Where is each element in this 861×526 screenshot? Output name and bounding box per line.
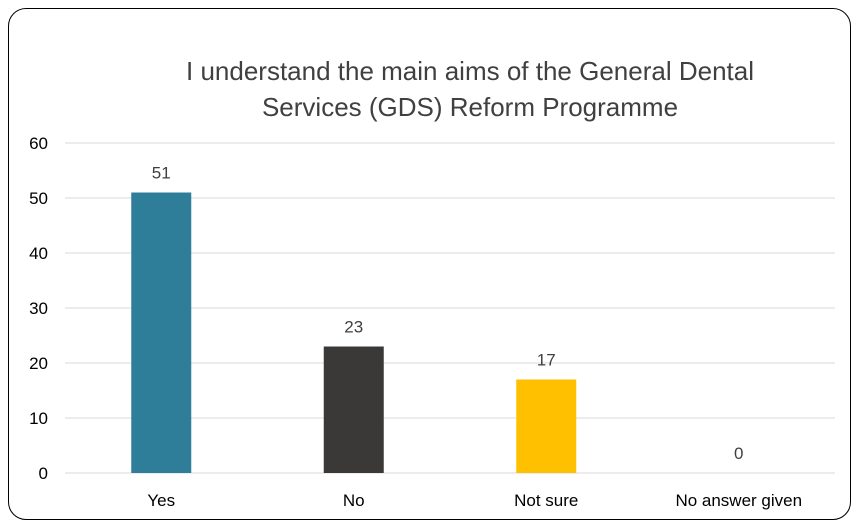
y-tick-label: 60: [29, 134, 48, 153]
bar-yes: [131, 192, 192, 473]
data-label: 51: [152, 164, 171, 183]
chart-title-line-1: I understand the main aims of the Genera…: [186, 56, 754, 86]
data-label: 17: [537, 351, 556, 370]
bar-no: [323, 346, 384, 473]
bar-not-sure: [516, 379, 577, 473]
data-label: 23: [344, 318, 363, 337]
y-tick-label: 10: [29, 409, 48, 428]
x-category-label: No answer given: [675, 491, 802, 510]
y-tick-label: 50: [29, 189, 48, 208]
data-label: 0: [734, 444, 743, 463]
y-tick-label: 20: [29, 354, 48, 373]
chart-title-line-2: Services (GDS) Reform Programme: [262, 92, 678, 122]
y-tick-label: 40: [29, 244, 48, 263]
x-category-label: No: [343, 491, 365, 510]
y-tick-label: 0: [39, 464, 48, 483]
x-category-label: Yes: [147, 491, 175, 510]
y-tick-label: 30: [29, 299, 48, 318]
x-category-label: Not sure: [514, 491, 578, 510]
